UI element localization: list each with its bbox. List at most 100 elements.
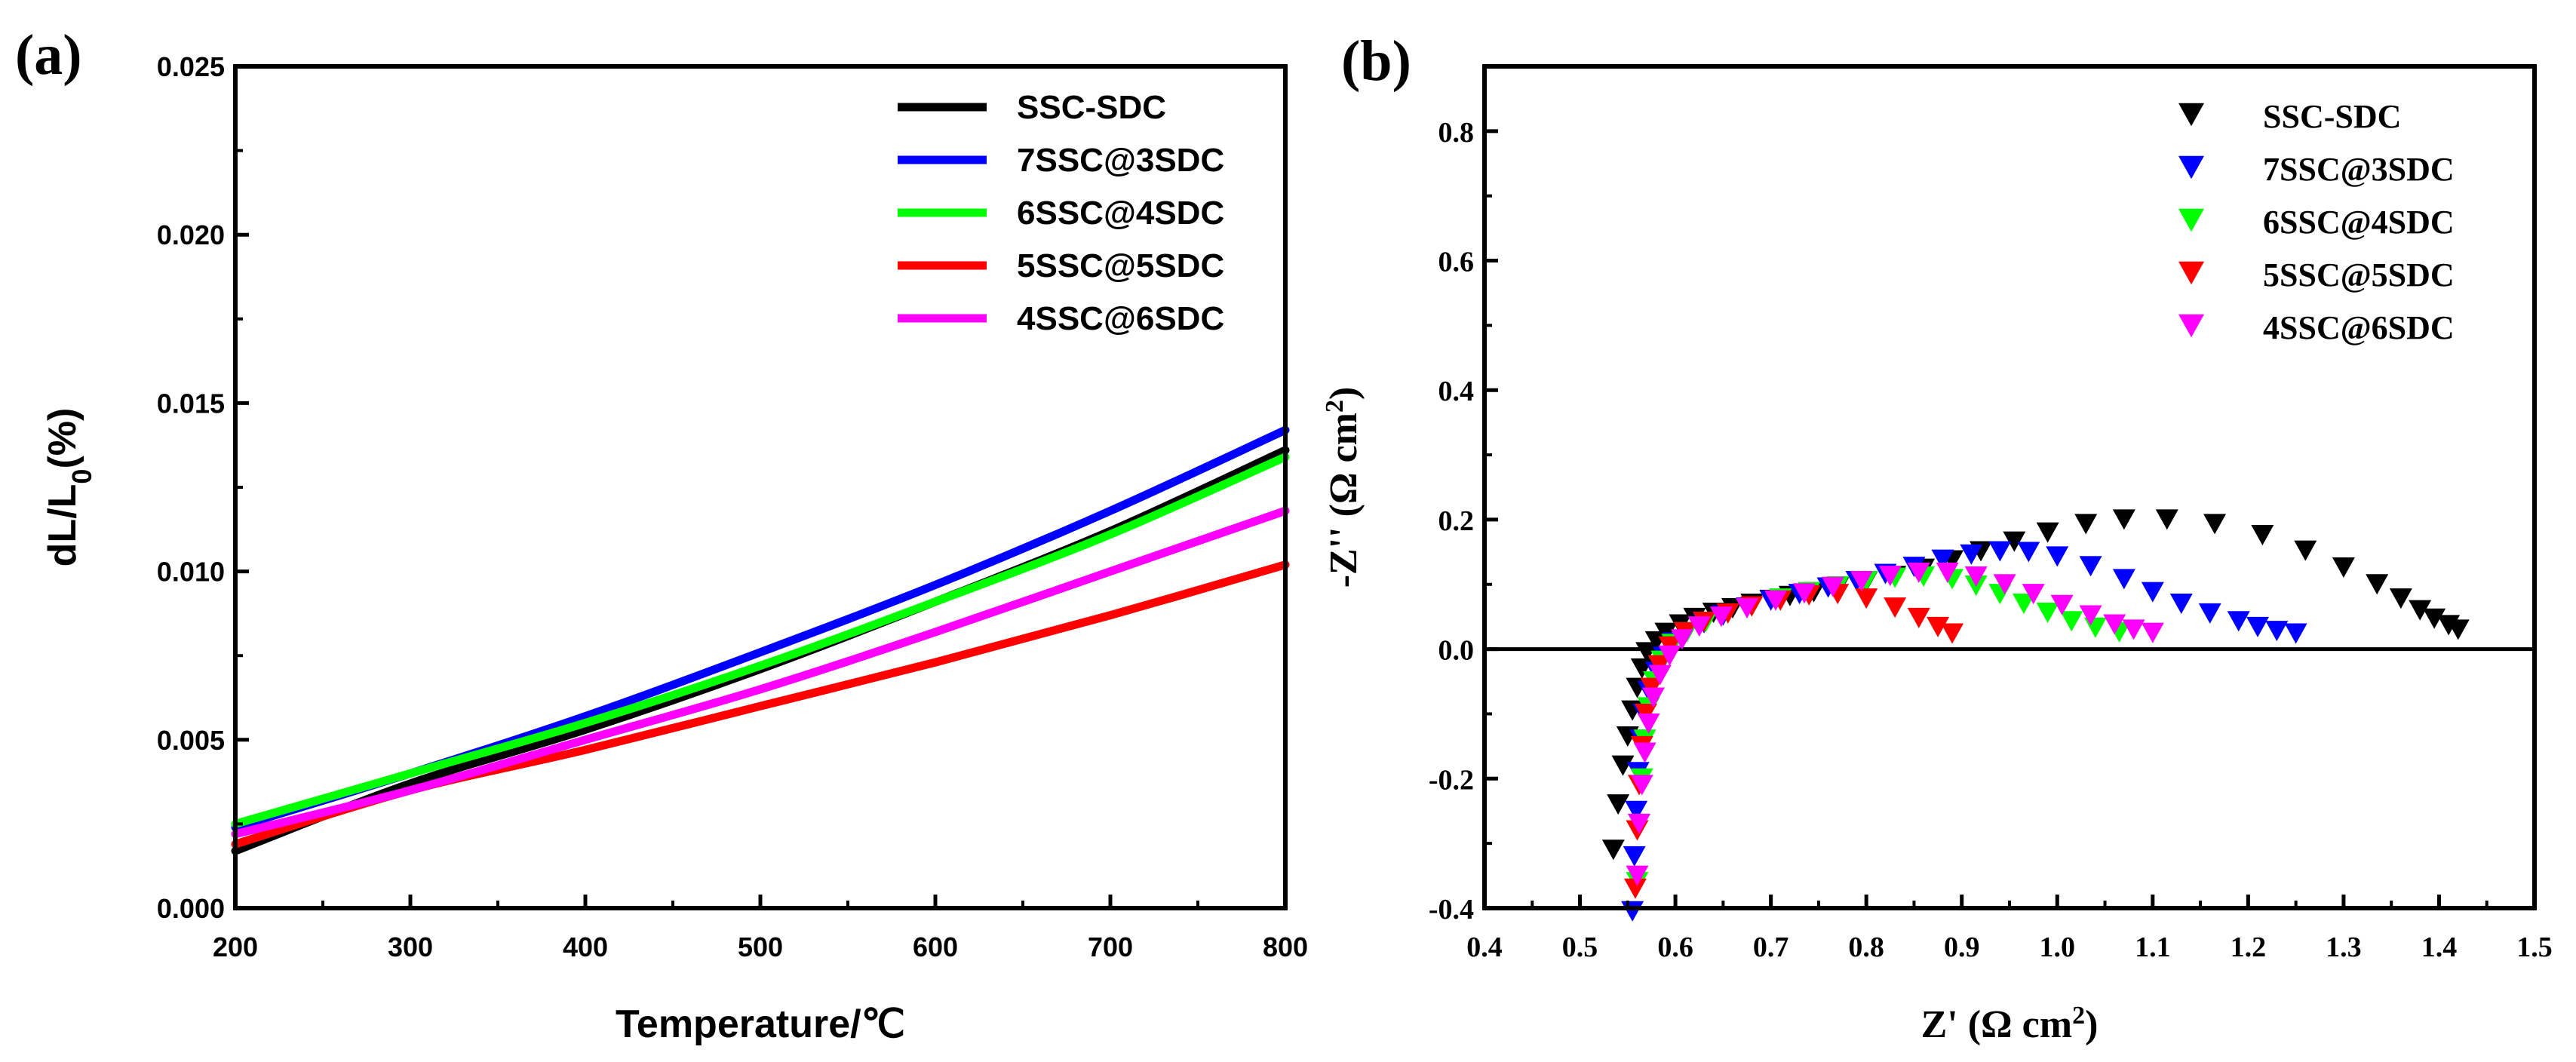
panel-b-marker-4ssc-6sdc — [1878, 566, 1902, 587]
panel-a-legend-label-4ssc-6sdc: 4SSC@6SDC — [1017, 300, 1224, 337]
panel-b-marker-ssc-sdc — [2112, 509, 2135, 530]
panel-b-legend: SSC-SDC 7SSC@3SDC 6SSC@4SDC 5SSC@5SDC 4SSC@6… — [2178, 98, 2455, 346]
panel-b-marker-7ssc-3sdc — [2141, 582, 2164, 603]
panel-b-marker-7ssc-3sdc — [1988, 541, 2012, 562]
panel-b-marker-4ssc-6sdc — [1658, 645, 1681, 666]
panel-a-x-axis-label: Temperature/℃ — [616, 1002, 905, 1046]
panel-b-marker-4ssc-6sdc — [1626, 865, 1649, 886]
panel-a-y-tick-label-0.015: 0.015 — [157, 388, 225, 419]
panel-b-marker-7ssc-3sdc — [1960, 544, 1983, 565]
panel-b-legend-marker-7ssc-3sdc — [2178, 155, 2204, 180]
panel-b-label: (b) — [1341, 29, 1411, 93]
panel-b-marker-ssc-sdc — [2251, 525, 2274, 546]
panel-b-legend-label-4ssc-6sdc: 4SSC@6SDC — [2263, 309, 2455, 346]
panel-a-y-axis-label: dL/L0(%) — [41, 408, 97, 567]
panel-b-marker-7ssc-3sdc — [1931, 549, 1954, 570]
panel-b-marker-4ssc-6sdc — [1792, 583, 1816, 604]
panel-b-marker-4ssc-6sdc — [1630, 775, 1653, 796]
panel-b-x-tick-label-0.6: 0.6 — [1657, 932, 1693, 963]
panel-a-y-tick-label-0.010: 0.010 — [157, 557, 225, 588]
panel-a-series-line-7ssc-3sdc — [231, 425, 1290, 832]
panel-a-x-tick-label-800: 800 — [1263, 932, 1308, 962]
panel-b-marker-4ssc-6sdc — [1709, 606, 1733, 628]
panel-b-x-tick-label-1.2: 1.2 — [2231, 932, 2267, 963]
panel-a-x-tick-label-500: 500 — [738, 932, 783, 962]
panel-b-y-tick-label--0.2: -0.2 — [1429, 764, 1474, 796]
panel-b-marker-ssc-sdc — [2074, 514, 2098, 535]
panel-b-x-tick-label-1.5: 1.5 — [2516, 932, 2553, 963]
panel-b-marker-ssc-sdc — [2203, 514, 2227, 535]
panel-b-y-axis-label-end: ) — [1322, 387, 1365, 400]
panel-a-y-tick-label-0.025: 0.025 — [157, 51, 225, 82]
panel-b-legend-label-ssc-sdc: SSC-SDC — [2263, 98, 2401, 135]
panel-b-ticks: 0.4 0.5 0.6 0.7 0.8 0.9 1.0 1.1 1.2 1.3 1.4 1.5 -0.4… — [1429, 117, 2553, 963]
panel-a-ticks: 200 300 400 500 600 700 800 0.000 0.005 0.010 0.01… — [157, 51, 1308, 962]
panel-a-y-tick-label-0.020: 0.020 — [157, 219, 225, 250]
panel-a-plot-layer — [231, 425, 1290, 855]
panel-b-y-tick-label-0.4: 0.4 — [1438, 376, 1475, 407]
panel-b-legend-label-5ssc-5sdc: 5SSC@5SDC — [2263, 256, 2455, 293]
panel-b-marker-4ssc-6sdc — [2022, 584, 2045, 605]
panel-b-marker-4ssc-6sdc — [1850, 570, 1873, 591]
panel-b-legend-marker-6ssc-4sdc — [2178, 208, 2204, 232]
panel-b-marker-5ssc-5sdc — [1941, 623, 1964, 644]
panel-b-legend-marker-4ssc-6sdc — [2178, 314, 2204, 338]
panel-a-label: (a) — [15, 23, 82, 87]
panel-b-marker-7ssc-3sdc — [2079, 556, 2102, 577]
panel-b-marker-6ssc-4sdc — [2036, 603, 2059, 624]
panel-b-marker-4ssc-6sdc — [1637, 713, 1660, 734]
panel-b-marker-4ssc-6sdc — [2141, 622, 2164, 643]
panel-b-marker-4ssc-6sdc — [2103, 614, 2126, 635]
panel-b-x-tick-label-1.3: 1.3 — [2326, 932, 2362, 963]
panel-b-x-tick-label-0.8: 0.8 — [1848, 932, 1884, 963]
panel-b-x-axis-label: Z' (Ω cm2) — [1921, 1002, 2099, 1047]
panel-a-series-line-4ssc-6sdc — [231, 506, 1290, 839]
panel-b-marker-4ssc-6sdc — [1628, 813, 1651, 834]
panel-b-marker-ssc-sdc — [1607, 794, 1630, 815]
panel-b-series-ssc-sdc — [1601, 509, 2470, 861]
panel-b-marker-ssc-sdc — [2446, 619, 2470, 640]
panel-b-marker-7ssc-3sdc — [2284, 623, 2307, 644]
panel-a-x-tick-label-700: 700 — [1088, 932, 1133, 962]
panel-a-y-axis-label-main: dL/L — [41, 484, 84, 567]
panel-b-marker-ssc-sdc — [1644, 631, 1668, 652]
panel-a-x-tick-label-200: 200 — [213, 932, 258, 962]
panel-a-legend-label-ssc-sdc: SSC-SDC — [1017, 89, 1166, 126]
panel-a-legend-label-5ssc-5sdc: 5SSC@5SDC — [1017, 247, 1224, 284]
panel-b-marker-4ssc-6sdc — [1641, 687, 1665, 708]
panel-b-marker-5ssc-5sdc — [1884, 597, 1907, 618]
panel-b-marker-4ssc-6sdc — [1964, 566, 1988, 587]
panel-a-legend-label-7ssc-3sdc: 7SSC@3SDC — [1017, 142, 1224, 179]
panel-b-x-axis-label-superscript: 2 — [2072, 1002, 2085, 1030]
panel-b-legend-label-7ssc-3sdc: 7SSC@3SDC — [2263, 151, 2455, 188]
panel-b-marker-ssc-sdc — [2332, 557, 2355, 578]
panel-a-legend: SSC-SDC 7SSC@3SDC 6SSC@4SDC 5SSC@5SDC 4SSC@6… — [898, 89, 1224, 337]
panel-b-marker-ssc-sdc — [1611, 755, 1635, 776]
panel-a-y-tick-label-0.000: 0.000 — [157, 893, 225, 924]
panel-b-x-tick-label-1.0: 1.0 — [2040, 932, 2076, 963]
panel-b-marker-4ssc-6sdc — [1670, 629, 1693, 650]
panel-a-x-tick-label-300: 300 — [388, 932, 433, 962]
panel-b-marker-4ssc-6sdc — [1648, 665, 1672, 686]
panel-b-marker-ssc-sdc — [2036, 522, 2059, 543]
panel-b-marker-ssc-sdc — [2294, 540, 2317, 561]
panel-a-y-axis-label-subscript: 0 — [66, 469, 97, 484]
panel-b-marker-ssc-sdc — [2003, 531, 2026, 552]
panel-b-y-tick-label-0.6: 0.6 — [1438, 247, 1475, 278]
panel-b-marker-6ssc-4sdc — [2083, 617, 2107, 638]
panel-b-x-tick-label-0.5: 0.5 — [1562, 932, 1598, 963]
panel-b-x-tick-label-0.7: 0.7 — [1753, 932, 1789, 963]
panel-b-marker-4ssc-6sdc — [2050, 594, 2074, 615]
panel-b-x-tick-label-1.1: 1.1 — [2135, 932, 2171, 963]
panel-a-series-line-5ssc-5sdc — [231, 560, 1290, 849]
panel-b-marker-7ssc-3sdc — [1621, 901, 1644, 922]
panel-b-marker-4ssc-6sdc — [1936, 562, 1959, 583]
panel-b-legend-marker-5ssc-5sdc — [2178, 261, 2204, 285]
panel-b-marker-7ssc-3sdc — [2017, 542, 2040, 563]
panel-b-x-tick-label-1.4: 1.4 — [2421, 932, 2458, 963]
panel-b-marker-7ssc-3sdc — [1625, 800, 1648, 821]
panel-b-marker-4ssc-6sdc — [1633, 742, 1656, 763]
panel-b-impedance-chart: (b) 0.4 0.5 0.6 0.7 0.8 0.9 1.0 1.1 1.2 1.3 1.4 1.5… — [1321, 29, 2553, 1046]
panel-b-legend-label-6ssc-4sdc: 6SSC@4SDC — [2263, 204, 2455, 241]
